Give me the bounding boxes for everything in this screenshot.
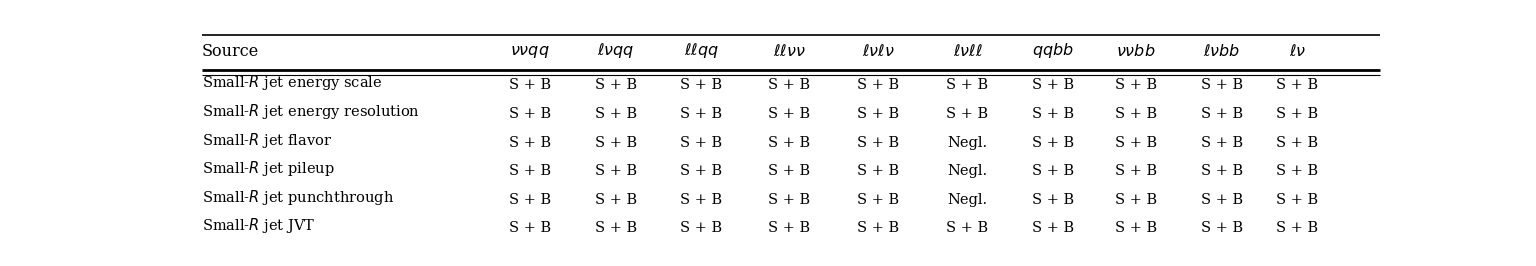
- Text: $\ell\nu$: $\ell\nu$: [1289, 43, 1306, 60]
- Text: S + B: S + B: [1276, 221, 1318, 235]
- Text: S + B: S + B: [768, 78, 809, 92]
- Text: $\ell\nu\ell\ell$: $\ell\nu\ell\ell$: [952, 43, 983, 60]
- Text: S + B: S + B: [1201, 78, 1243, 92]
- Text: S + B: S + B: [1276, 164, 1318, 178]
- Text: S + B: S + B: [1276, 78, 1318, 92]
- Text: S + B: S + B: [1115, 193, 1157, 207]
- Text: $\ell\nu bb$: $\ell\nu bb$: [1203, 43, 1241, 60]
- Text: S + B: S + B: [680, 221, 722, 235]
- Text: S + B: S + B: [594, 78, 637, 92]
- Text: Source: Source: [201, 43, 258, 60]
- Text: S + B: S + B: [857, 221, 900, 235]
- Text: S + B: S + B: [594, 193, 637, 207]
- Text: $\ell\nu\ell\nu$: $\ell\nu\ell\nu$: [862, 43, 895, 60]
- Text: Small-$R$ jet pileup: Small-$R$ jet pileup: [201, 159, 335, 178]
- Text: S + B: S + B: [1201, 164, 1243, 178]
- Text: $\ell\ell\nu\nu$: $\ell\ell\nu\nu$: [773, 43, 805, 60]
- Text: S + B: S + B: [1201, 136, 1243, 150]
- Text: S + B: S + B: [508, 221, 551, 235]
- Text: S + B: S + B: [946, 107, 989, 121]
- Text: S + B: S + B: [1032, 193, 1074, 207]
- Text: S + B: S + B: [1115, 78, 1157, 92]
- Text: S + B: S + B: [857, 78, 900, 92]
- Text: S + B: S + B: [1032, 107, 1074, 121]
- Text: S + B: S + B: [768, 221, 809, 235]
- Text: S + B: S + B: [680, 164, 722, 178]
- Text: S + B: S + B: [768, 107, 809, 121]
- Text: S + B: S + B: [1115, 221, 1157, 235]
- Text: Small-$R$ jet punchthrough: Small-$R$ jet punchthrough: [201, 188, 393, 207]
- Text: S + B: S + B: [594, 221, 637, 235]
- Text: $\ell\ell qq$: $\ell\ell qq$: [684, 41, 719, 60]
- Text: S + B: S + B: [946, 221, 989, 235]
- Text: S + B: S + B: [1032, 136, 1074, 150]
- Text: S + B: S + B: [1115, 136, 1157, 150]
- Text: S + B: S + B: [680, 107, 722, 121]
- Text: S + B: S + B: [1032, 164, 1074, 178]
- Text: S + B: S + B: [1032, 221, 1074, 235]
- Text: S + B: S + B: [768, 164, 809, 178]
- Text: S + B: S + B: [768, 193, 809, 207]
- Text: $\ell\nu qq$: $\ell\nu qq$: [598, 41, 634, 60]
- Text: S + B: S + B: [1115, 107, 1157, 121]
- Text: $\nu\nu qq$: $\nu\nu qq$: [510, 43, 550, 60]
- Text: S + B: S + B: [508, 193, 551, 207]
- Text: S + B: S + B: [1201, 221, 1243, 235]
- Text: S + B: S + B: [857, 107, 900, 121]
- Text: Negl.: Negl.: [948, 136, 988, 150]
- Text: S + B: S + B: [508, 136, 551, 150]
- Text: S + B: S + B: [857, 193, 900, 207]
- Text: S + B: S + B: [1115, 164, 1157, 178]
- Text: S + B: S + B: [594, 136, 637, 150]
- Text: S + B: S + B: [594, 164, 637, 178]
- Text: S + B: S + B: [768, 136, 809, 150]
- Text: Negl.: Negl.: [948, 193, 988, 207]
- Text: S + B: S + B: [508, 78, 551, 92]
- Text: S + B: S + B: [508, 107, 551, 121]
- Text: S + B: S + B: [946, 78, 989, 92]
- Text: Small-$R$ jet energy scale: Small-$R$ jet energy scale: [201, 73, 382, 92]
- Text: Small-$R$ jet JVT: Small-$R$ jet JVT: [201, 216, 315, 235]
- Text: S + B: S + B: [680, 136, 722, 150]
- Text: S + B: S + B: [1032, 78, 1074, 92]
- Text: Negl.: Negl.: [948, 164, 988, 178]
- Text: $\nu\nu bb$: $\nu\nu bb$: [1117, 43, 1155, 60]
- Text: Small-$R$ jet flavor: Small-$R$ jet flavor: [201, 131, 332, 150]
- Text: S + B: S + B: [1201, 107, 1243, 121]
- Text: S + B: S + B: [680, 193, 722, 207]
- Text: S + B: S + B: [1276, 193, 1318, 207]
- Text: S + B: S + B: [1276, 136, 1318, 150]
- Text: S + B: S + B: [1201, 193, 1243, 207]
- Text: S + B: S + B: [680, 78, 722, 92]
- Text: Small-$R$ jet energy resolution: Small-$R$ jet energy resolution: [201, 102, 419, 121]
- Text: S + B: S + B: [508, 164, 551, 178]
- Text: S + B: S + B: [857, 136, 900, 150]
- Text: S + B: S + B: [857, 164, 900, 178]
- Text: S + B: S + B: [594, 107, 637, 121]
- Text: $qqbb$: $qqbb$: [1032, 41, 1074, 60]
- Text: S + B: S + B: [1276, 107, 1318, 121]
